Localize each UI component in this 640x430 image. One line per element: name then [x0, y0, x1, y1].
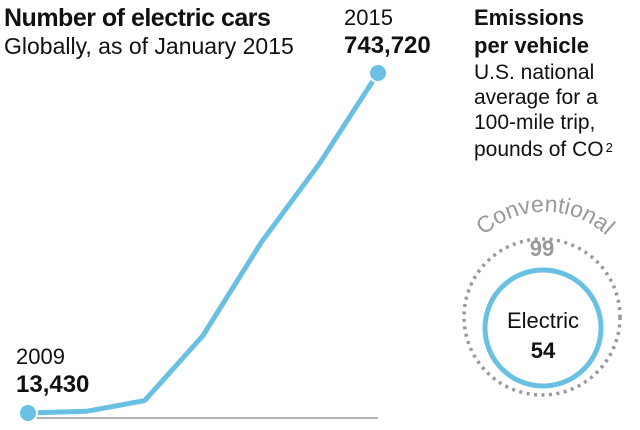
series-line: [27, 71, 381, 416]
conventional-circle: [462, 237, 622, 397]
emissions-subtitle-co: pounds of CO: [474, 138, 604, 161]
emissions-subtitle-line: pounds of CO 2: [474, 135, 613, 162]
line-series: [18, 63, 388, 423]
emissions-title: Emissions per vehicle: [474, 5, 589, 58]
end-year-label: 2015: [344, 5, 393, 30]
electric-value: 54: [531, 338, 556, 363]
end-point: [368, 63, 388, 83]
start-value-label: 13,430: [16, 371, 90, 398]
chart-subtitle: Globally, as of January 2015: [4, 33, 294, 59]
chart-title: Number of electric cars: [4, 4, 271, 32]
emissions-subtitle-line: U.S. national: [474, 61, 595, 84]
start-point: [18, 403, 38, 423]
emissions-subtitle: U.S. national average for a 100-mile tri…: [474, 60, 613, 162]
emissions-subtitle-line: 100-mile trip,: [474, 111, 596, 134]
emissions-subtitle-line: average for a: [474, 86, 598, 109]
conventional-label: Conventional: [471, 191, 620, 240]
conventional-value: 99: [530, 236, 554, 261]
electric-label: Electric: [507, 308, 579, 333]
start-year-label: 2009: [16, 344, 65, 369]
electric-circle: [482, 267, 604, 389]
end-value-label: 743,720: [344, 32, 431, 59]
co2-subscript: 2: [605, 140, 613, 155]
